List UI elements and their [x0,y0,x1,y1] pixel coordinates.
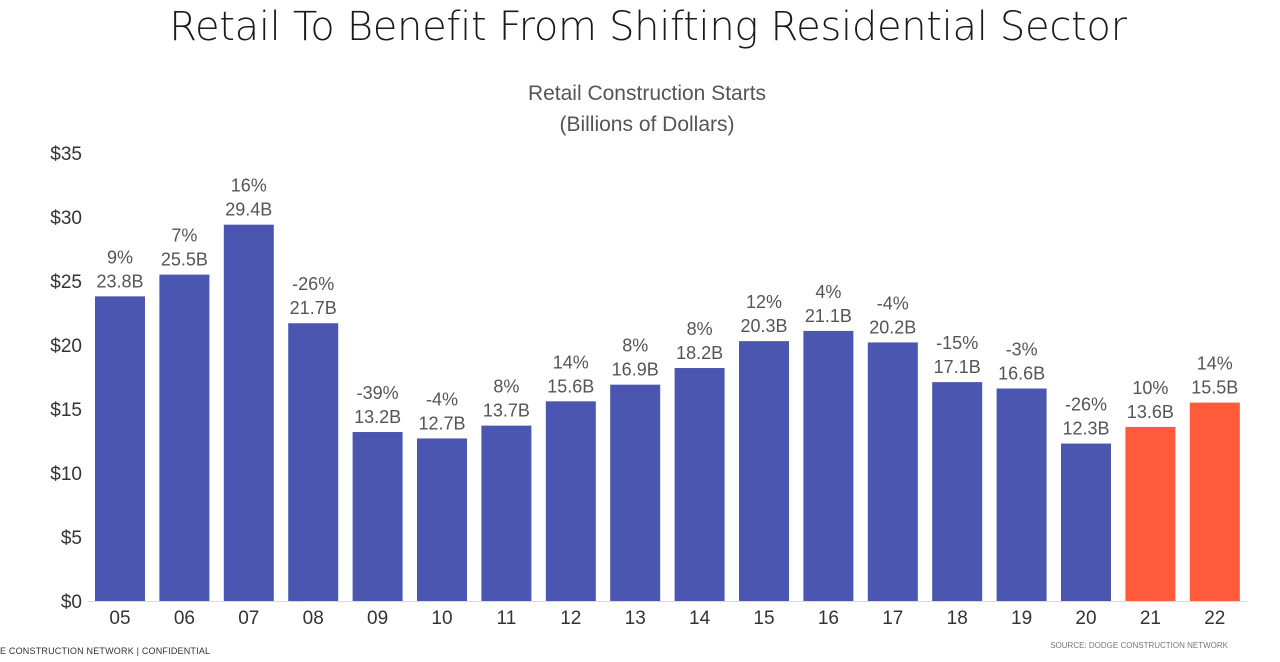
x-tick-label: 21 [1140,608,1161,629]
y-tick-label: $25 [50,272,82,293]
bar-value-label: 12.7B [418,413,465,433]
bar-14 [674,368,725,601]
bar-pct-label: 16% [231,176,267,196]
x-tick-label: 11 [497,608,517,629]
bar-17 [867,342,918,601]
bar-pct-label: -4% [877,293,909,313]
y-tick-label: $10 [50,464,82,485]
bar-21 [1125,426,1176,601]
bar-value-label: 15.5B [1191,378,1238,398]
chart-title: Retail Construction Starts [528,82,766,105]
bar-pct-label: 14% [1197,354,1233,374]
bar-pct-label: -26% [1065,395,1107,415]
y-tick-label: $0 [61,592,82,613]
x-tick-label: 22 [1204,608,1225,629]
bar-09 [352,432,403,601]
x-tick-label: 10 [431,608,452,629]
bar-value-label: 13.2B [354,407,401,427]
x-tick-label: 14 [689,608,711,629]
bar-value-label: 20.2B [869,317,916,337]
bar-08 [288,323,339,601]
bar-value-label: 15.6B [547,376,594,396]
bar-pct-label: 14% [553,352,589,372]
bar-pct-label: -26% [292,274,334,294]
x-tick-label: 06 [174,608,195,629]
bar-22 [1189,402,1240,601]
bar-pct-label: 7% [171,226,197,246]
bar-value-label: 16.9B [612,360,659,380]
y-tick-label: $20 [50,336,82,357]
x-tick-label: 15 [753,608,774,629]
bar-value-label: 25.5B [161,250,208,270]
x-tick-label: 07 [238,608,259,629]
bars: 23.8B 9% 25.5B 7% 29.4B 16% 21.7B -26% 13.2B -39%… [95,176,1240,601]
y-tick-label: $5 [61,528,82,549]
bar-10 [417,438,467,601]
bar-pct-label: -39% [357,383,399,403]
bar-value-label: 18.2B [676,343,723,363]
bar-value-label: 13.6B [1127,402,1174,422]
bar-07 [223,224,274,601]
bar-value-label: 13.7B [483,401,530,421]
x-tick-label: 19 [1011,608,1032,629]
bar-value-label: 21.1B [805,306,852,326]
x-tick-label: 20 [1075,608,1096,629]
y-tick-label: $35 [50,144,82,165]
x-tick-label: 17 [882,608,903,629]
bar-pct-label: 12% [746,292,782,312]
footer-confidential: E CONSTRUCTION NETWORK | CONFIDENTIAL [0,646,211,656]
bar-pct-label: 4% [815,282,841,302]
x-tick-label: 05 [109,608,130,629]
bar-value-label: 16.6B [998,364,1045,384]
x-tick-label: 13 [625,608,646,629]
bar-11 [481,425,532,601]
bar-16 [803,330,854,601]
y-axis: $0 $5 $10 $15 $20 $25 $30 $35 [50,144,82,613]
bar-pct-label: -3% [1006,340,1038,360]
x-tick-label: 16 [818,608,839,629]
bar-13 [610,384,661,601]
bar-pct-label: 9% [107,247,133,267]
bar-06 [159,274,210,601]
bar-value-label: 12.3B [1062,419,1109,439]
bar-value-label: 21.7B [290,298,337,318]
bar-value-label: 23.8B [96,271,143,291]
bar-18 [932,382,983,601]
y-tick-label: $30 [50,208,82,229]
bar-19 [996,388,1047,601]
bar-value-label: 29.4B [225,200,272,220]
x-tick-label: 08 [303,608,324,629]
bar-value-label: 17.1B [934,357,981,377]
x-axis: 05 06 07 08 09 10 11 12 13 14 15 16 17 18 19 20 21 22 [87,601,1247,629]
bar-pct-label: -4% [426,389,458,409]
x-tick-label: 09 [367,608,388,629]
bar-pct-label: 10% [1132,378,1168,398]
bar-05 [95,296,145,601]
footer-source: SOURCE: DODGE CONSTRUCTION NETWORK [1050,641,1228,650]
y-tick-label: $15 [50,400,82,421]
bar-pct-label: -15% [936,333,978,353]
bar-15 [739,341,789,601]
bar-value-label: 20.3B [740,316,787,336]
x-tick-label: 18 [947,608,968,629]
bar-20 [1061,443,1111,601]
bar-pct-label: 8% [687,319,713,339]
bar-12 [545,401,596,601]
bar-pct-label: 8% [622,336,648,356]
slide-title: Retail To Benefit From Shifting Resident… [169,4,1127,50]
bar-pct-label: 8% [493,377,519,397]
x-tick-label: 12 [560,608,581,629]
chart-subtitle: (Billions of Dollars) [559,113,734,136]
